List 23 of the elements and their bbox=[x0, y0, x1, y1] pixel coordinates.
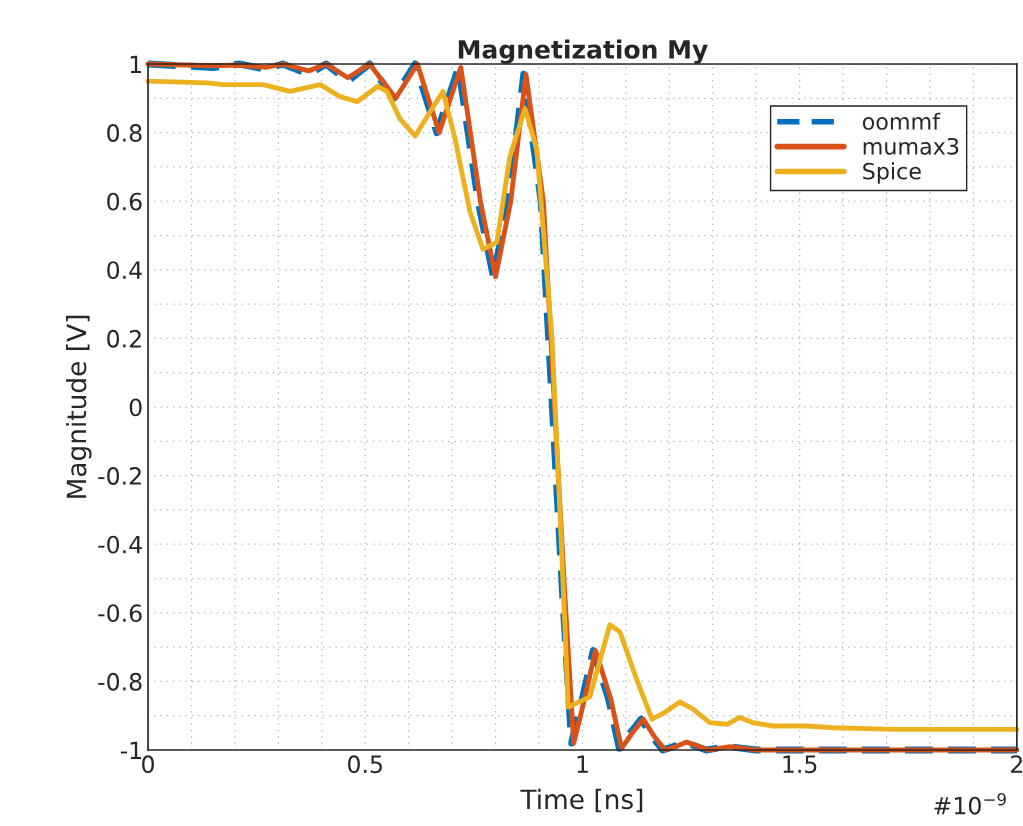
x-axis-title: Time [ns] bbox=[520, 788, 643, 813]
y-tick-label: 0.8 bbox=[107, 124, 142, 142]
y-tick-label: 0.4 bbox=[107, 261, 142, 280]
y-tick-label: -1 bbox=[120, 741, 141, 759]
legend-label: mumax3 bbox=[863, 137, 959, 155]
x-tick-label: 1.5 bbox=[783, 755, 817, 774]
legend-label: Spice bbox=[863, 162, 921, 184]
y-axis-title: Magnitude [V] bbox=[66, 315, 92, 498]
x-tick-label: 1 bbox=[577, 755, 588, 773]
y-tick-label: -0.6 bbox=[98, 604, 142, 623]
legend-label: oommf bbox=[862, 112, 941, 130]
y-tick-label: 0 bbox=[129, 398, 142, 417]
y-tick-label: -0.2 bbox=[98, 467, 141, 485]
y-tick-label: 0.2 bbox=[107, 329, 141, 348]
text: #10$^{−9}$ bbox=[934, 793, 1006, 815]
x-tick-label: 0 bbox=[142, 755, 154, 774]
y-tick-label: 1 bbox=[130, 55, 141, 73]
y-tick-label: -0.8 bbox=[98, 672, 142, 691]
x-tick-label: 0.5 bbox=[348, 755, 382, 774]
x-tick-label: 2 bbox=[1011, 755, 1023, 773]
y-tick-label: 0.6 bbox=[107, 192, 142, 211]
chart-title: Magnetization My bbox=[458, 39, 708, 64]
y-tick-label: -0.4 bbox=[98, 535, 142, 554]
